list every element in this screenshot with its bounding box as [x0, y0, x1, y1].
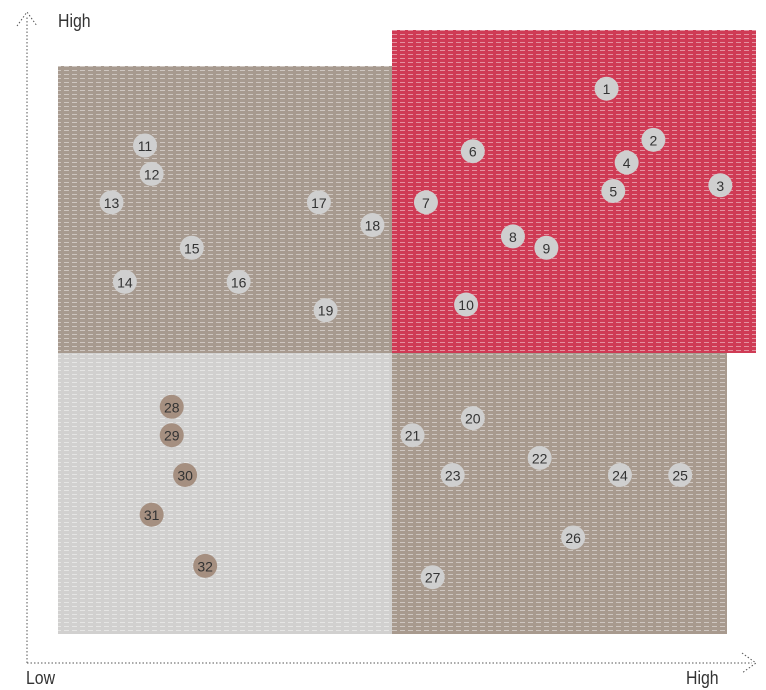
data-point-label: 17 — [311, 195, 327, 211]
y-axis-high-label: High — [58, 11, 91, 31]
data-point-label: 21 — [405, 428, 421, 444]
data-point-10: 10 — [454, 292, 479, 317]
data-point-label: 6 — [469, 144, 477, 160]
data-point-16: 16 — [226, 269, 251, 294]
data-point-label: 1 — [603, 81, 611, 97]
data-point-15: 15 — [179, 235, 204, 260]
data-point-label: 19 — [318, 303, 334, 319]
data-point-30: 30 — [173, 462, 198, 487]
data-point-label: 2 — [650, 132, 658, 148]
y-axis-arrow-icon — [16, 11, 38, 27]
data-point-21: 21 — [400, 423, 425, 448]
data-point-label: 9 — [542, 240, 550, 256]
data-point-17: 17 — [306, 190, 331, 215]
data-point-7: 7 — [413, 190, 438, 215]
data-point-label: 24 — [612, 467, 628, 483]
axes — [16, 11, 757, 674]
data-point-2: 2 — [641, 127, 666, 152]
quadrant-bottom-left — [58, 353, 392, 634]
data-point-label: 28 — [164, 399, 180, 415]
data-point-22: 22 — [527, 445, 552, 470]
data-point-label: 14 — [117, 274, 133, 290]
data-point-label: 20 — [465, 411, 481, 427]
quadrant-bottom-right — [392, 353, 727, 634]
data-point-19: 19 — [313, 298, 338, 323]
data-point-25: 25 — [668, 462, 693, 487]
data-point-31: 31 — [139, 502, 164, 527]
data-point-18: 18 — [360, 213, 385, 238]
data-point-12: 12 — [139, 161, 164, 186]
data-point-label: 22 — [532, 450, 548, 466]
data-point-label: 30 — [177, 467, 193, 483]
data-point-5: 5 — [601, 178, 626, 203]
data-point-label: 27 — [425, 570, 441, 586]
data-point-label: 7 — [422, 195, 430, 211]
data-point-9: 9 — [534, 235, 559, 260]
x-axis-low-label: Low — [26, 668, 56, 688]
quadrant-top-right — [392, 30, 756, 353]
data-point-3: 3 — [708, 173, 733, 198]
data-point-23: 23 — [440, 462, 465, 487]
quadrant-top-left — [58, 66, 392, 353]
data-point-27: 27 — [420, 565, 445, 590]
data-point-label: 5 — [609, 183, 617, 199]
data-point-28: 28 — [159, 394, 184, 419]
data-point-label: 25 — [672, 467, 688, 483]
data-point-20: 20 — [460, 406, 485, 431]
data-point-label: 32 — [197, 558, 213, 574]
data-point-label: 29 — [164, 428, 180, 444]
data-point-13: 13 — [99, 190, 124, 215]
data-point-11: 11 — [132, 133, 157, 158]
data-point-label: 26 — [565, 530, 581, 546]
data-point-24: 24 — [607, 462, 632, 487]
data-point-label: 16 — [231, 274, 247, 290]
x-axis-arrow-icon — [741, 652, 757, 674]
data-point-29: 29 — [159, 423, 184, 448]
data-point-label: 13 — [104, 195, 120, 211]
data-point-4: 4 — [614, 150, 639, 175]
data-point-label: 23 — [445, 467, 461, 483]
data-point-label: 11 — [138, 138, 153, 154]
data-point-label: 31 — [144, 507, 160, 523]
data-point-26: 26 — [561, 525, 586, 550]
x-axis-high-label: High — [686, 668, 719, 688]
data-point-14: 14 — [112, 269, 137, 294]
data-point-label: 4 — [623, 155, 631, 171]
data-point-label: 8 — [509, 229, 517, 245]
data-point-8: 8 — [500, 224, 525, 249]
data-point-6: 6 — [460, 139, 485, 164]
data-point-32: 32 — [193, 553, 218, 578]
data-point-1: 1 — [594, 76, 619, 101]
data-point-label: 18 — [365, 218, 381, 234]
quadrants — [58, 30, 756, 634]
data-point-label: 15 — [184, 240, 200, 256]
data-point-label: 12 — [144, 166, 160, 182]
data-point-label: 3 — [716, 178, 724, 194]
data-point-label: 10 — [458, 297, 474, 313]
